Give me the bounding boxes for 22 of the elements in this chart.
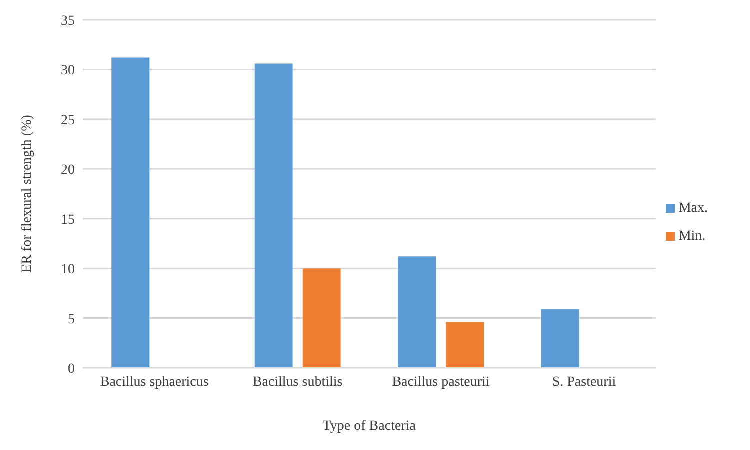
bar [302,268,341,368]
bar [112,58,150,368]
y-tick-label: 35 [61,14,75,29]
x-tick-label: S. Pasteurii [552,374,616,390]
bar [446,322,484,368]
bar [541,309,580,368]
y-tick-label: 0 [68,362,75,377]
y-tick-label: 15 [61,212,75,228]
x-axis-title: Type of Bacteria [322,419,417,434]
x-tick-label: Bacillus pasteurii [392,374,490,390]
x-tick-label: Bacillus sphaericus [100,374,209,390]
y-tick-label: 5 [68,312,75,328]
legend-label: Min. [678,229,706,244]
bar [254,64,293,368]
bar [398,256,436,368]
y-tick-label: 25 [61,113,75,128]
x-tick-label: Bacillus subtilis [252,374,343,390]
y-axis-title: ER for flexural strength (%) [20,114,35,273]
y-tick-label: 20 [61,163,75,178]
y-tick-label: 30 [61,64,75,79]
legend-label: Max. [678,201,708,216]
y-tick-label: 10 [61,262,75,278]
